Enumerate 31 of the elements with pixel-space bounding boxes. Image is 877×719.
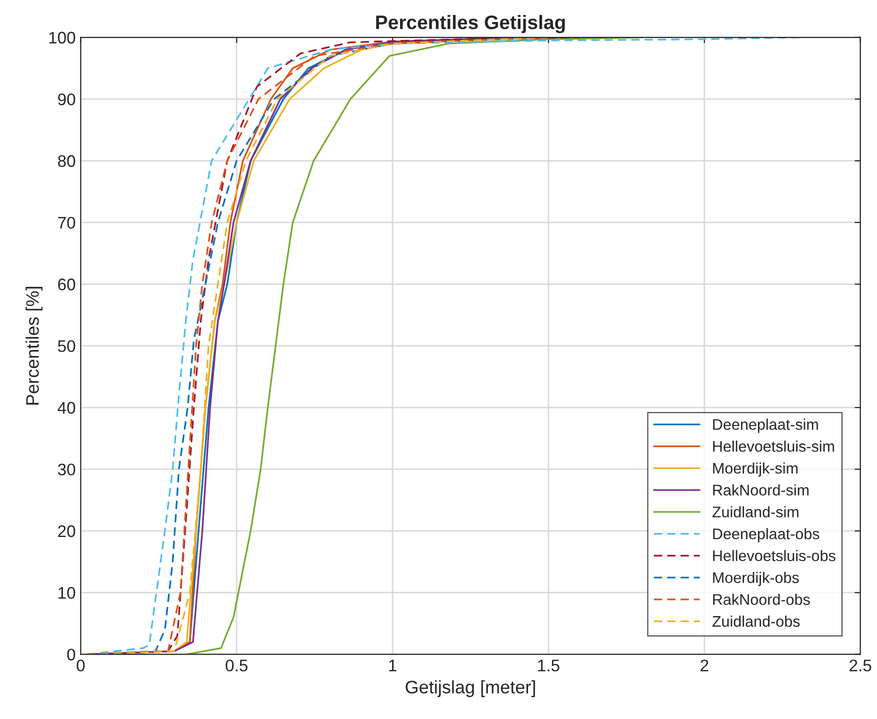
legend-label: Moerdijk-sim bbox=[713, 462, 798, 477]
y-tick-label: 40 bbox=[58, 402, 76, 414]
legend-label: Zuidland-obs bbox=[712, 616, 800, 627]
x-tick-label: 1 bbox=[389, 660, 396, 672]
x-tick-label: 0 bbox=[76, 660, 85, 672]
legend-label: Moerdijk-obs bbox=[713, 572, 799, 586]
y-tick-label: 100 bbox=[49, 32, 76, 44]
x-tick-label: 1.5 bbox=[538, 660, 560, 672]
y-tick-label: 20 bbox=[58, 525, 76, 538]
x-tick-label: 2.5 bbox=[850, 660, 872, 672]
y-axis-title: Percentiles [%] bbox=[26, 286, 42, 405]
legend-label: Deeneplaat-obs bbox=[713, 528, 820, 542]
y-tick-label: 30 bbox=[58, 464, 76, 476]
legend-label: Hellevoetsluis-obs bbox=[713, 550, 836, 562]
line-series bbox=[186, 37, 643, 654]
x-tick-label: 0.5 bbox=[226, 660, 248, 672]
legend-label: Deeneplaat-sim bbox=[713, 418, 818, 433]
y-tick-label: 50 bbox=[58, 340, 76, 352]
legend-label: RakNoord-obs bbox=[713, 594, 810, 605]
legend-label: Zuidland-sim bbox=[712, 506, 798, 518]
y-tick-label: 0 bbox=[67, 648, 76, 660]
legend-label: RakNoord-sim bbox=[713, 484, 809, 496]
y-tick-label: 60 bbox=[58, 278, 76, 290]
y-tick-label: 90 bbox=[58, 93, 76, 106]
y-tick-label: 70 bbox=[58, 216, 76, 229]
chart-title: Percentiles Getijslag bbox=[376, 14, 565, 34]
x-axis-title: Getijslag [meter] bbox=[406, 680, 535, 698]
x-tick-label: 2 bbox=[700, 660, 708, 672]
y-tick-label: 10 bbox=[58, 587, 76, 599]
y-tick-label: 80 bbox=[58, 155, 76, 167]
legend-label: Hellevoetsluis-sim bbox=[713, 440, 834, 452]
